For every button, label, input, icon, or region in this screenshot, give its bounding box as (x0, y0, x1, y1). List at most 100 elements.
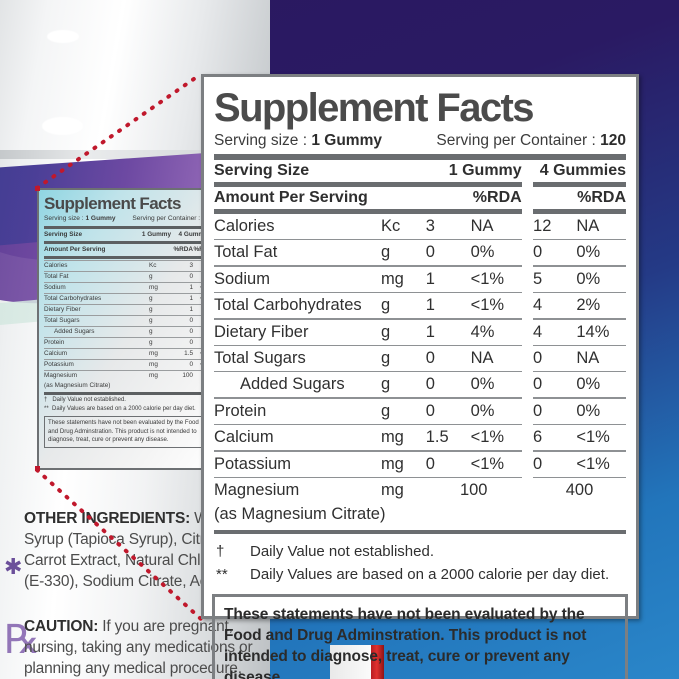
nutrient-value-col1: 0 (425, 375, 435, 394)
rule-under-serving-summary (214, 154, 626, 160)
amount-header-row: Amount Per Serving %RDA %RDA (214, 187, 626, 209)
serving-size-summary: Serving size : 1 Gummy (214, 132, 382, 149)
nutrient-rda-col2: 0% (576, 269, 601, 288)
nutrient-rda-col2: NA (576, 348, 600, 367)
bottle-col-header-row: Serving Size 1 Gummy 4 Gummies (44, 231, 213, 239)
nutrient-gap (522, 399, 533, 424)
nutrient-row: Total Fat g 0 0% 0 0% (214, 240, 626, 265)
footnote-asterisk-icon: ** (216, 565, 228, 583)
caution-text: CAUTION: If you are pregnant, nursing, t… (24, 616, 254, 679)
nutrient-unit: g (380, 322, 391, 341)
bottle-serving-size: Serving size : 1 Gummy (44, 215, 116, 222)
nutrient-unit: g (380, 243, 391, 262)
bottle-rule-1 (44, 226, 213, 230)
nutrient-unit: mg (380, 269, 404, 288)
nutrient-rda-col1: <1% (470, 428, 505, 447)
nutrient-gap (522, 425, 533, 450)
servings-per-container-summary: Serving per Container : 120 (436, 132, 626, 149)
nutrient-row-separator (214, 423, 626, 426)
nutrient-value-col2: 4 (533, 296, 543, 315)
nutrient-value-col1: 0 (425, 401, 435, 420)
nutrient-value-col2: 4 (533, 322, 543, 341)
nutrient-rda-col1: NA (470, 348, 494, 367)
nutrient-rda-col1: <1% (470, 296, 505, 315)
nutrient-row-separator (214, 370, 626, 373)
rule-seg-right (533, 182, 626, 187)
nutrient-value-col1: 1.5 (425, 428, 449, 447)
nutrient-gap (522, 346, 533, 371)
nutrient-row-separator (214, 265, 626, 267)
rule-seg-col2 (533, 209, 626, 214)
bottle-amount-header-row: Amount Per Serving %RDA %RDA (44, 246, 213, 254)
rda-label-2: %RDA (577, 189, 626, 206)
nutrient-value-col1: 0 (425, 454, 435, 473)
bottle-footnote-1: † Daily Value not established. (44, 397, 126, 404)
nutrient-value-col2: 5 (533, 269, 543, 288)
bottle-panel-serving-line: Serving size : 1 Gummy Serving per Conta… (44, 214, 213, 225)
nutrient-row-separator (214, 239, 626, 241)
nutrient-rda-col2: 0% (576, 401, 601, 420)
nutrient-name: Total Fat (214, 243, 278, 262)
nutrient-unit: mg (380, 428, 404, 447)
footnote-row: † Daily Value not established. (216, 540, 626, 563)
nutrient-row: Total Carbohydrates g 1 <1% 4 2% (214, 293, 626, 318)
bottle-magnesium-source: (as Magnesium Citrate) (44, 382, 111, 390)
footnote-row: ** Daily Values are based on a 2000 calo… (216, 563, 626, 586)
nutrient-rda-col2: 0% (576, 375, 601, 394)
column-header-row: Serving Size 1 Gummy 4 Gummies (214, 160, 626, 182)
nutrient-name: Total Carbohydrates (214, 296, 362, 315)
footnote-text: Daily Value not established. (250, 542, 434, 560)
cap-highlight-bottom (42, 117, 83, 135)
nutrient-rda-col1: <1% (470, 269, 505, 288)
nutrient-row-separator (214, 318, 626, 320)
nutrient-value-col1: 0 (425, 243, 435, 262)
other-ingredients-heading: OTHER INGREDIENTS: (24, 510, 191, 527)
nutrient-row-separator (214, 450, 626, 452)
nutrient-name: Calcium (214, 428, 274, 447)
rda-label-1: %RDA (472, 189, 522, 206)
nutrient-value-col2: 0 (533, 454, 543, 473)
nutrient-rda-col1: NA (470, 217, 494, 235)
bottle-nutrient-row: Magnesium mg 100 (44, 370, 213, 381)
rule-above-footnotes (214, 529, 626, 534)
nutrient-rows: Calories Kc 3 NA 12 NA Total Fat g 0 0% 0 0% Sodium m… (214, 214, 626, 503)
nutrient-rda-col1: 4% (470, 322, 495, 341)
nutrient-unit: mg (380, 480, 404, 499)
nutrient-unit: g (380, 401, 391, 420)
bottle-nutrient-rows: CaloriesKc3NATotal Fatg00%Sodiummg1<1%To… (44, 260, 213, 381)
nutrient-row: Sodium mg 1 <1% 5 0% (214, 267, 626, 292)
nutrient-rda-col1: <1% (470, 454, 505, 473)
nutrient-value-col2: 0 (533, 401, 543, 420)
footnote-dagger-icon: † (216, 542, 225, 560)
bottle-rule-3 (44, 256, 213, 260)
serving-summary-row: Serving size : 1 Gummy Serving per Conta… (214, 132, 626, 154)
nutrient-value-col1: 3 (425, 217, 435, 235)
nutrient-gap (522, 267, 533, 292)
footnote-text: Daily Values are based on a 2000 calorie… (250, 565, 610, 583)
bottle-rule-2 (44, 241, 213, 245)
nutrient-value-col2: 12 (533, 217, 552, 235)
fda-disclaimer: These statements have not been evaluated… (212, 593, 628, 679)
nutrient-value-col1: 1 (425, 269, 435, 288)
brand-logo-icon: ℞ (4, 617, 40, 662)
magnesium-source-note: (as Magnesium Citrate) (214, 504, 386, 523)
rule-seg-col1 (425, 209, 522, 214)
nutrient-unit: g (380, 375, 391, 394)
nutrient-rda-col1: 0% (470, 401, 495, 420)
cap-highlight-top (47, 30, 79, 43)
rule-seg-left (214, 182, 522, 187)
column-header-1: 1 Gummy (448, 162, 522, 179)
bottle-supplement-facts-panel: Supplement Facts Serving size : 1 Gummy … (37, 188, 220, 470)
nutrient-row: Calories Kc 3 NA 12 NA (214, 214, 626, 239)
bottle-footnote-2: ** Daily Values are based on a 2000 calo… (44, 406, 196, 413)
caution-body: If you are pregnant, nursing, taking any… (24, 618, 253, 677)
nutrient-name: Added Sugars (240, 375, 345, 394)
nutrient-rda-col2: 0% (576, 243, 601, 262)
